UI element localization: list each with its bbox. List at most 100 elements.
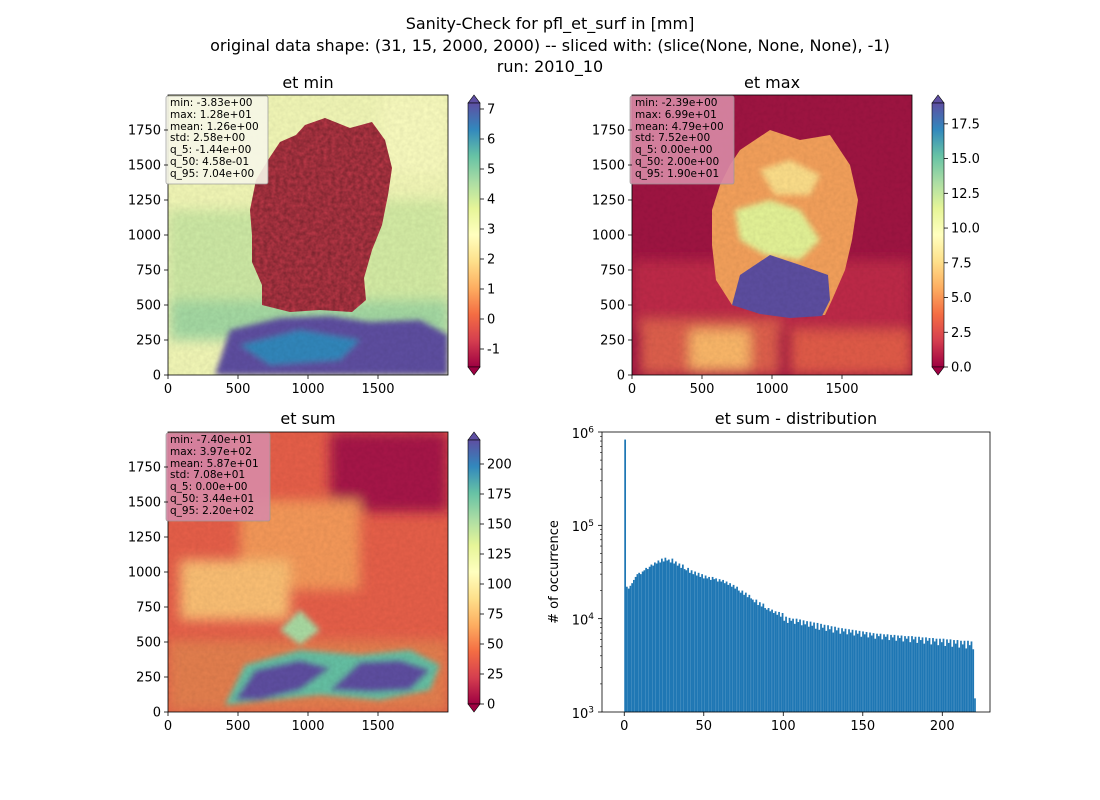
y-tick-label: 250: [136, 334, 161, 349]
colorbar-extend-min: [467, 703, 481, 713]
colorbar-tick-label: 50: [487, 638, 504, 653]
histogram-bar: [891, 637, 894, 712]
histogram-bar: [683, 569, 686, 712]
x-tick-label: 0: [628, 382, 636, 397]
histogram-bar: [954, 643, 957, 712]
colorbar-gradient: [467, 439, 481, 705]
histogram-bar: [862, 631, 864, 712]
histogram-bar: [813, 622, 815, 712]
histogram-bar: [846, 634, 849, 712]
colorbar-tick-label: 0: [487, 313, 495, 328]
y-tick-label: 1000: [592, 229, 625, 244]
histogram-title: et sum - distribution: [715, 409, 877, 428]
histogram-bar: [722, 579, 724, 712]
histogram-bar: [711, 576, 714, 712]
histogram-bar: [800, 625, 803, 712]
histogram-bar: [865, 631, 868, 712]
histogram-bar: [736, 586, 738, 712]
histogram-bars: [624, 439, 976, 712]
histogram-bar: [970, 641, 973, 712]
histogram-bar: [785, 616, 787, 712]
histogram-bar: [690, 570, 693, 712]
histogram-bar: [659, 562, 661, 712]
histogram-bar: [961, 644, 964, 712]
stat-line: mean: 1.26e+00: [170, 121, 259, 133]
axis-ticks-et-max: 0 500 1000 1500 0 250 500 750 1000 1250 1500 1750: [592, 124, 859, 397]
colorbar-tick-label: -1: [487, 343, 500, 358]
histogram-bar: [933, 641, 936, 712]
histogram-bar: [820, 623, 822, 712]
histogram-bar: [928, 638, 931, 712]
histogram-bar: [652, 565, 654, 712]
x-tick-label: 500: [226, 382, 251, 397]
histogram-bar: [974, 698, 976, 712]
stat-line: std: 7.52e+00: [635, 132, 710, 144]
histogram-bar: [729, 583, 731, 712]
histogram-bar: [626, 586, 628, 712]
histogram-ylabel: # of occurrence: [547, 520, 562, 624]
histogram-bar: [911, 636, 913, 712]
histogram-bar: [893, 634, 896, 712]
y-tick-label: 1000: [128, 229, 161, 244]
histogram-bar: [953, 640, 955, 712]
histogram-bar: [935, 638, 938, 712]
histogram-bar: [751, 599, 754, 712]
histogram-bar: [853, 635, 856, 712]
histogram-bar: [886, 634, 889, 712]
y-tick-label: 750: [136, 601, 161, 616]
histogram-bar: [842, 631, 845, 712]
y-tick-label: 106: [572, 425, 595, 441]
colorbar-tick-label: 0: [487, 698, 495, 713]
histogram-bar: [723, 583, 726, 712]
y-tick-label: 105: [572, 519, 594, 535]
histogram-bar: [645, 567, 648, 712]
axis-ticks-et-sum: 0 500 1000 1500 0 250 500 750 1000 1250 1500 1750: [128, 461, 395, 734]
y-tick-label: 1750: [128, 124, 161, 139]
panel-et-max: et max min: -2.39e+00 max: 6.99e+01 mean…: [592, 73, 980, 397]
x-tick-label: 500: [690, 382, 715, 397]
histogram-bar: [638, 572, 641, 712]
histogram-bar: [806, 621, 808, 712]
histogram-bar: [832, 632, 835, 712]
histogram-bar: [640, 574, 642, 712]
x-tick-label: 150: [850, 719, 875, 734]
stat-line: q_50: 2.00e+00: [635, 156, 719, 168]
histogram-bar: [720, 581, 723, 712]
colorbar-extend-max: [467, 94, 481, 104]
histogram-bar: [744, 592, 747, 712]
histogram-bar: [837, 627, 840, 712]
colorbar-tick-label: 125: [487, 548, 512, 563]
histogram-bar: [965, 648, 968, 712]
histogram-bar: [765, 609, 768, 712]
histogram-bar: [792, 618, 794, 712]
colorbar-tick-label: 6: [487, 133, 495, 148]
histogram-bar: [848, 629, 850, 712]
histogram-bar: [884, 636, 887, 712]
histogram-bar: [793, 623, 796, 712]
histogram-bar: [655, 563, 658, 712]
y-tick-label: 500: [136, 636, 161, 651]
histogram-bar: [681, 564, 684, 712]
histogram-bar: [643, 570, 646, 712]
x-tick-label: 100: [771, 719, 796, 734]
histogram-bar: [706, 578, 709, 712]
histogram-bar: [771, 609, 773, 712]
histogram-bar: [769, 611, 772, 712]
histogram-bar: [739, 592, 742, 712]
y-tick-label: 1500: [128, 496, 161, 511]
histogram-bar: [788, 617, 791, 712]
colorbar-et-sum: 0 25 50 75 100 125 150 175 200: [467, 431, 512, 713]
panel-et-max-title: et max: [744, 73, 800, 92]
stat-line: q_95: 2.20e+02: [170, 505, 254, 517]
y-tick-label: 750: [136, 264, 161, 279]
histogram-bar: [669, 562, 672, 712]
histogram-bar: [940, 642, 943, 712]
colorbar-tick-label: 175: [487, 488, 512, 503]
histogram-bar: [944, 645, 947, 712]
stats-box-et-max: min: -2.39e+00 max: 6.99e+01 mean: 4.79e…: [629, 95, 735, 185]
x-tick-label: 1500: [825, 382, 858, 397]
histogram-bar: [816, 622, 819, 712]
histogram-bar: [676, 565, 679, 712]
histogram-bar: [697, 572, 700, 712]
